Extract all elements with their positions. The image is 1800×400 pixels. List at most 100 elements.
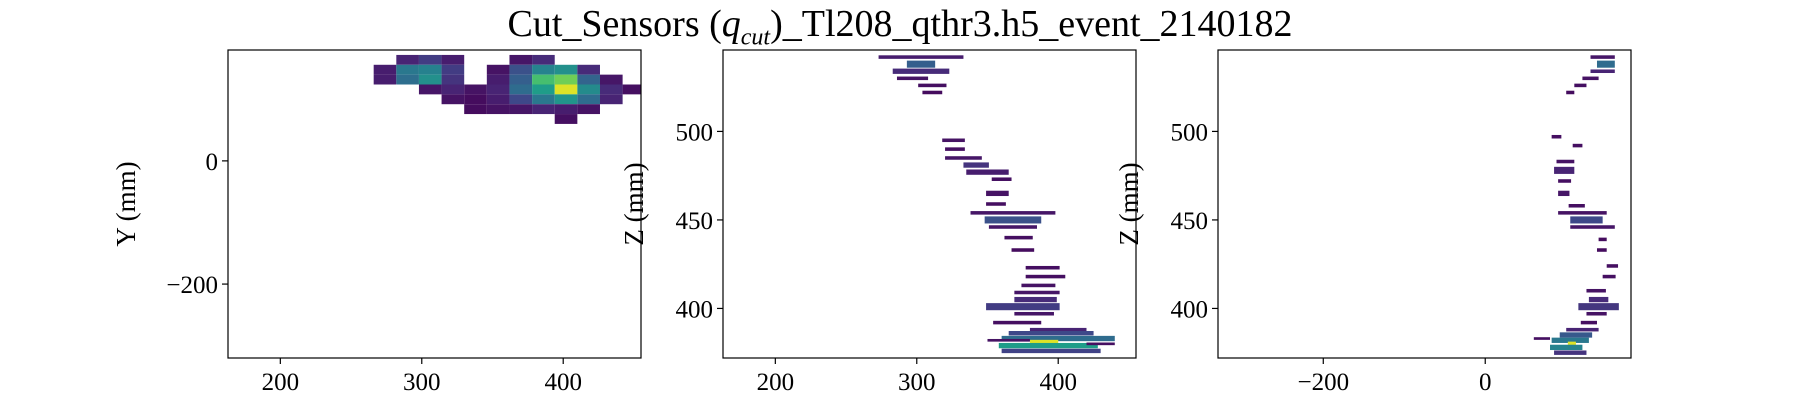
heatmap-cell (554, 74, 578, 85)
heatmap-cell (1596, 248, 1607, 252)
heatmap-cell (1014, 290, 1060, 295)
heatmap-cell (1598, 237, 1607, 242)
heatmap-cell (486, 94, 510, 105)
x-tick-label: 300 (898, 369, 936, 396)
heatmap-cell (1606, 264, 1619, 268)
heatmap-cell (906, 60, 936, 68)
heatmap-cell (418, 64, 442, 75)
heatmap-cell (1029, 327, 1087, 332)
heatmap-cell (1570, 216, 1603, 224)
y-tick-label: 500 (676, 119, 714, 146)
heatmap-cell (896, 76, 929, 81)
heatmap-cell (986, 190, 1009, 197)
x-tick-label: 0 (1479, 369, 1492, 396)
heatmap-cell (918, 83, 947, 88)
heatmap-cell (1551, 134, 1562, 139)
heatmap-cell (1602, 274, 1616, 279)
heatmap-cell (1551, 337, 1589, 343)
heatmap-cell (1582, 76, 1599, 81)
heatmap-cell (1011, 248, 1035, 252)
heatmap-cell (1590, 55, 1615, 59)
heatmap-cell (418, 54, 442, 65)
heatmap-cell (991, 177, 1012, 181)
x-tick-label: 400 (1039, 369, 1077, 396)
heatmap-cell (509, 74, 533, 85)
heatmap-cell (1574, 83, 1587, 88)
y-tick-label: 400 (676, 296, 714, 323)
heatmap-cell (1568, 204, 1585, 208)
heatmap-cell (988, 225, 1037, 229)
heatmap-cell (970, 211, 1056, 215)
heatmap-cell (509, 84, 533, 95)
heatmap-cell (1086, 342, 1115, 346)
y-tick-label: 500 (1171, 119, 1209, 146)
heatmap-cell (464, 94, 487, 105)
heatmap-cell (396, 54, 419, 65)
heatmap-cell (464, 84, 487, 95)
figure-title: Cut_Sensors (qcut)_Tl208_qthr3.h5_event_… (507, 3, 1293, 51)
heatmap-cell (599, 74, 623, 85)
heatmap-cell (922, 90, 943, 95)
heatmap-cell (441, 94, 465, 105)
heatmap-cell (1586, 311, 1607, 316)
heatmap-cell (373, 74, 397, 85)
heatmap-cell (986, 202, 1006, 206)
x-tick-label: −200 (1297, 369, 1349, 396)
axes-frame (1217, 49, 1632, 359)
heatmap-cell (1596, 60, 1615, 68)
heatmap-cell (486, 64, 510, 75)
heatmap-cell (945, 147, 965, 151)
heatmap-cell (1567, 341, 1576, 347)
y-tick-label: −200 (166, 272, 218, 299)
x-tick-label: 200 (262, 369, 300, 396)
heatmap-cell (1001, 335, 1115, 342)
heatmap-cell (1572, 143, 1583, 148)
y-tick-label: 400 (1171, 296, 1209, 323)
axes-frame (722, 49, 1137, 359)
heatmap-cell (1558, 190, 1570, 197)
heatmap-cell (396, 64, 419, 75)
y-axis-label: Y (mm) (111, 161, 141, 246)
heatmap-cell (1029, 339, 1059, 345)
heatmap-cell (509, 94, 533, 105)
heatmap-cell (878, 55, 964, 59)
heatmap-cell (554, 64, 578, 75)
heatmap-cell (418, 84, 442, 95)
heatmap-cell (1566, 327, 1599, 332)
heatmap-cell (577, 74, 600, 85)
heatmap-cell (986, 303, 1060, 311)
heatmap-cell (987, 338, 1030, 342)
heatmap-cell (554, 104, 578, 115)
heatmap-cell (532, 94, 555, 105)
axes-frame (227, 49, 642, 359)
heatmap-cell (1580, 320, 1597, 325)
heatmap-cell (1590, 69, 1615, 74)
heatmap-cell (1025, 265, 1060, 270)
heatmap-cell (1025, 274, 1066, 279)
heatmap-cell (532, 64, 555, 75)
heatmap-cells (1533, 55, 1619, 355)
heatmap-cell (1008, 331, 1094, 336)
heatmap-cell (1014, 311, 1054, 316)
heatmap-cell (984, 216, 1042, 224)
heatmap-cell (554, 84, 578, 95)
heatmap-cell (554, 94, 578, 105)
heatmap-cell (1588, 296, 1609, 303)
heatmap-cell (622, 84, 641, 95)
heatmap-cell (966, 169, 1009, 175)
heatmap-cell (577, 94, 600, 105)
heatmap-cell (945, 156, 982, 160)
x-tick-label: 300 (403, 369, 441, 396)
heatmap-cell (554, 114, 578, 124)
heatmap-cell (892, 68, 950, 74)
heatmap-cell (486, 104, 510, 115)
heatmap-cell (577, 84, 600, 95)
heatmap-cell (509, 54, 533, 65)
heatmap-cell (1014, 296, 1057, 303)
heatmap-cell (464, 104, 487, 115)
x-tick-label: 200 (757, 369, 795, 396)
heatmap-cell (532, 104, 555, 115)
heatmap-cell (998, 342, 1098, 349)
